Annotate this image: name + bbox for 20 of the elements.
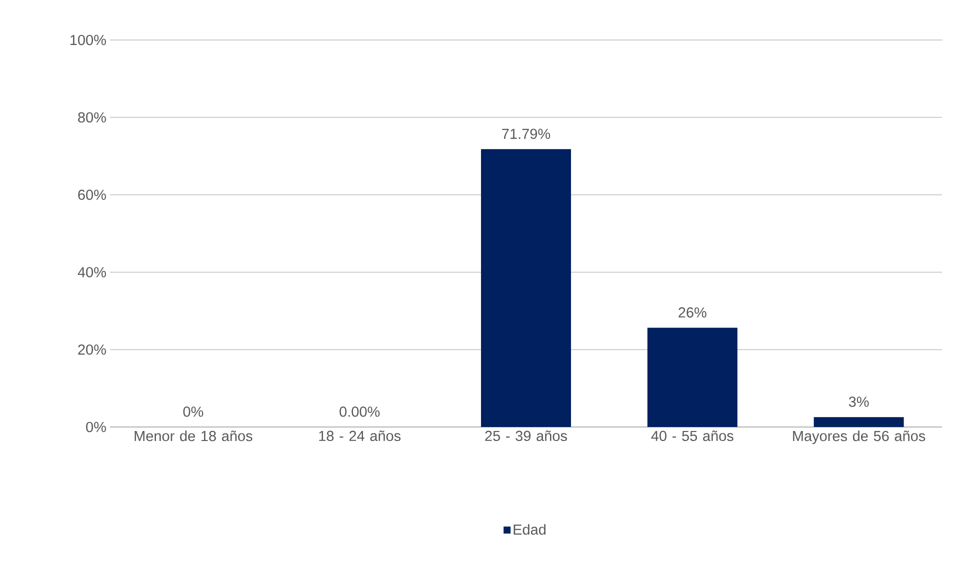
- bar: [814, 417, 904, 427]
- legend-label: Edad: [514, 524, 546, 535]
- data-label: 0.00%: [340, 406, 380, 417]
- bar: [481, 149, 572, 427]
- x-tick-label: Mayores de 56 años: [793, 430, 926, 444]
- x-tick-label: 40 - 55 años: [651, 430, 734, 442]
- data-label: 0%: [183, 406, 204, 417]
- y-tick-label: 100%: [70, 34, 106, 46]
- data-label: 71.79%: [502, 128, 550, 139]
- y-tick-label: 0%: [86, 422, 106, 432]
- bar: [647, 328, 738, 427]
- x-tick-label: Menor de 18 años: [134, 430, 252, 442]
- y-tick-label: 20%: [78, 344, 106, 355]
- y-tick-label: 40%: [78, 267, 106, 278]
- y-tick-label: 80%: [78, 112, 106, 123]
- x-tick-label: 25 - 39 años: [485, 430, 567, 442]
- y-tick-label: 60%: [78, 190, 106, 200]
- data-label: 26%: [678, 307, 706, 318]
- x-tick-label: 18 - 24 años: [319, 430, 401, 442]
- data-label: 3%: [848, 396, 869, 407]
